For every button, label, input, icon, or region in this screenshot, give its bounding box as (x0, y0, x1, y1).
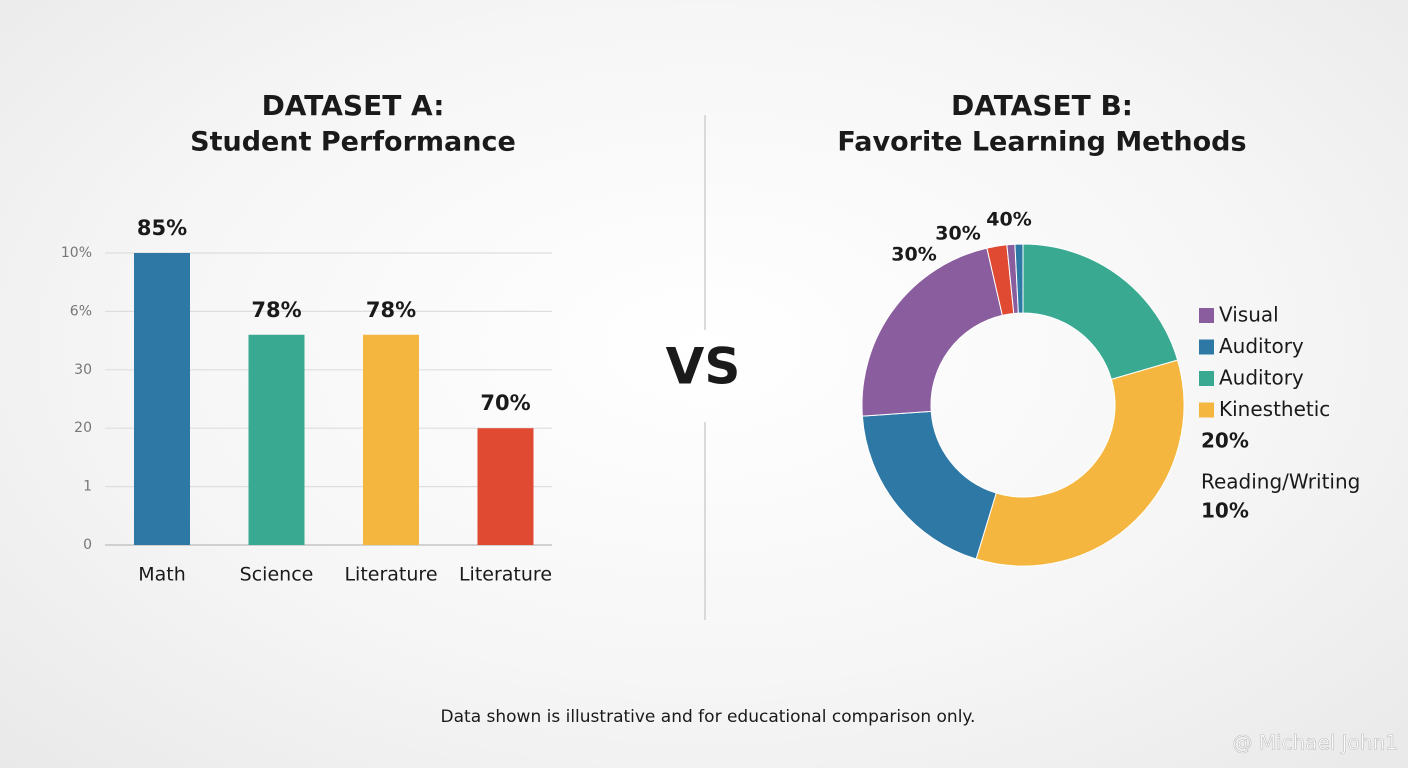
legend-label: Auditory (1219, 366, 1304, 390)
legend-swatch (1199, 339, 1214, 355)
bar (477, 428, 534, 545)
x-tick-label: Science (240, 564, 314, 586)
y-tick-label: 6% (70, 303, 92, 319)
y-tick-label: 0 (83, 537, 92, 553)
legend-note: 10% (1201, 499, 1249, 523)
chart-subtitle: Favorite Learning Methods (837, 127, 1246, 158)
chart-title: DATASET B: (951, 89, 1133, 122)
slice-label: 40% (986, 209, 1031, 231)
value-label: 85% (137, 216, 187, 240)
donut-slice (1014, 243, 1024, 314)
footnote: Data shown is illustrative and for educa… (441, 707, 976, 727)
donut-slice (861, 247, 1003, 417)
donut-slice (861, 410, 997, 560)
chart-title: DATASET A: (262, 89, 445, 122)
legend-note: Reading/Writing (1201, 470, 1360, 494)
x-tick-label: Math (138, 564, 186, 586)
legend-label: Visual (1219, 303, 1279, 327)
y-tick-label: 20 (74, 420, 92, 436)
bar (134, 253, 190, 545)
y-tick-label: 30 (74, 362, 92, 378)
donut-slice (1022, 243, 1179, 380)
legend-swatch (1199, 402, 1214, 418)
bar (363, 334, 419, 545)
legend-swatch (1199, 371, 1214, 386)
x-tick-label: Literature (344, 564, 437, 586)
value-label: 78% (366, 298, 416, 322)
legend-swatch (1199, 308, 1214, 323)
y-tick-label: 10% (61, 245, 92, 261)
legend-label: Kinesthetic (1219, 397, 1330, 421)
legend-note: 20% (1201, 429, 1249, 453)
slice-label: 30% (935, 223, 980, 245)
x-tick-label: Literature (459, 564, 552, 586)
value-label: 78% (251, 298, 301, 322)
bar (248, 334, 305, 545)
slice-label: 30% (891, 244, 936, 266)
watermark: @ Michael John1 (1232, 731, 1398, 755)
legend-label: Auditory (1219, 334, 1304, 358)
donut-slice (975, 359, 1185, 567)
y-tick-label: 1 (83, 479, 92, 495)
value-label: 70% (480, 391, 530, 415)
vs-label: VS (666, 338, 741, 396)
chart-subtitle: Student Performance (190, 127, 516, 158)
